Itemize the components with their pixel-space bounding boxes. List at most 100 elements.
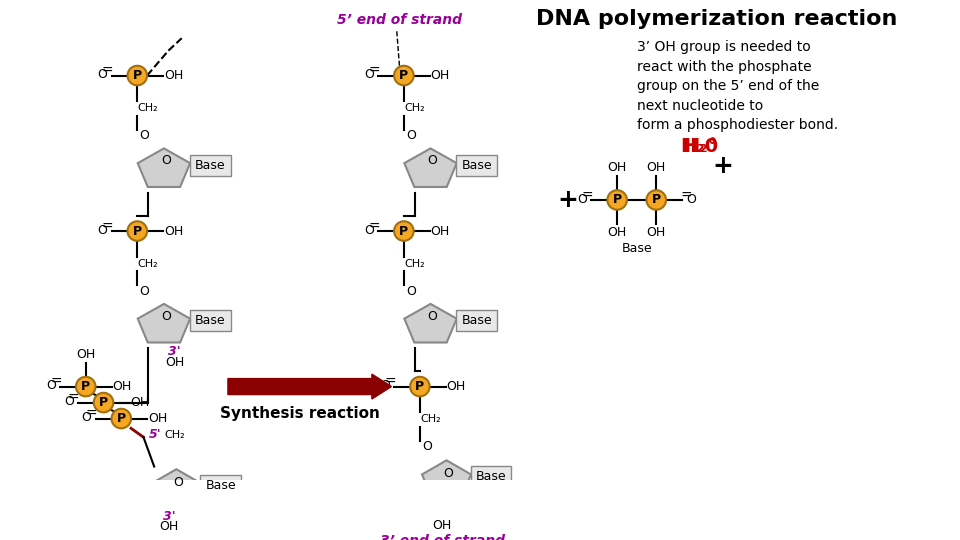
Text: CH₂: CH₂ — [137, 259, 158, 269]
Text: O: O — [139, 285, 150, 298]
Text: CH₂: CH₂ — [404, 259, 425, 269]
Text: OH: OH — [112, 380, 132, 393]
Text: =: = — [384, 375, 396, 389]
Text: DNA polymerization reaction: DNA polymerization reaction — [536, 9, 898, 29]
Text: O: O — [427, 154, 437, 167]
Text: 5’ end of strand: 5’ end of strand — [337, 12, 462, 26]
Text: form a phosphodiester bond.: form a phosphodiester bond. — [636, 118, 838, 132]
Text: OH: OH — [432, 519, 452, 532]
Text: Base: Base — [475, 470, 506, 483]
Text: OH: OH — [148, 412, 167, 425]
Text: =: = — [681, 188, 692, 202]
Circle shape — [395, 66, 414, 85]
Text: =: = — [369, 220, 380, 234]
Text: O: O — [64, 395, 74, 408]
Text: OH: OH — [446, 380, 466, 393]
Circle shape — [646, 190, 666, 210]
Text: CH₂: CH₂ — [404, 104, 425, 113]
Text: O: O — [444, 467, 453, 480]
Text: 5': 5' — [149, 428, 161, 441]
Text: P: P — [399, 225, 408, 238]
FancyBboxPatch shape — [456, 154, 497, 176]
Text: OH: OH — [608, 160, 627, 173]
Text: OH: OH — [608, 226, 627, 239]
Circle shape — [608, 190, 627, 210]
Text: group on the 5’ end of the: group on the 5’ end of the — [636, 79, 819, 93]
Text: OH: OH — [431, 225, 450, 238]
Circle shape — [111, 409, 132, 428]
Text: Base: Base — [195, 314, 226, 327]
Text: 3’ end of strand: 3’ end of strand — [379, 534, 505, 540]
FancyBboxPatch shape — [470, 465, 512, 487]
Text: H₂0: H₂0 — [680, 137, 718, 156]
Polygon shape — [137, 148, 190, 187]
FancyArrow shape — [228, 374, 392, 399]
Circle shape — [128, 66, 147, 85]
Text: O: O — [160, 154, 171, 167]
Text: OH: OH — [164, 225, 183, 238]
Text: =: = — [582, 188, 593, 202]
Text: =: = — [102, 220, 113, 234]
Text: 3': 3' — [163, 510, 176, 523]
Text: CH₂: CH₂ — [165, 429, 185, 440]
Circle shape — [410, 377, 430, 396]
Circle shape — [128, 221, 147, 241]
Text: O: O — [578, 193, 588, 206]
Text: OH: OH — [76, 348, 95, 361]
Text: =: = — [102, 64, 113, 78]
Text: O: O — [98, 68, 108, 81]
Text: O: O — [364, 224, 374, 237]
Text: H₂°: H₂° — [684, 137, 718, 156]
Text: OH: OH — [131, 396, 150, 409]
Text: O: O — [364, 68, 374, 81]
Text: O: O — [82, 411, 91, 424]
Text: O: O — [160, 310, 171, 323]
Text: =: = — [369, 64, 380, 78]
Text: O: O — [686, 193, 696, 206]
Text: P: P — [117, 412, 126, 425]
Text: next nucleotide to: next nucleotide to — [636, 99, 763, 113]
Text: O: O — [406, 285, 416, 298]
Text: =: = — [68, 391, 80, 405]
Polygon shape — [404, 304, 457, 342]
Polygon shape — [404, 148, 457, 187]
Circle shape — [94, 393, 113, 413]
Text: 3': 3' — [168, 346, 180, 359]
Text: Synthesis reaction: Synthesis reaction — [220, 406, 380, 421]
Text: OH: OH — [159, 521, 179, 534]
Text: P: P — [82, 380, 90, 393]
Text: OH: OH — [647, 160, 666, 173]
FancyBboxPatch shape — [201, 475, 241, 496]
Circle shape — [76, 377, 95, 396]
Text: P: P — [416, 380, 424, 393]
Text: O: O — [422, 441, 432, 454]
Circle shape — [395, 221, 414, 241]
Text: O: O — [139, 130, 150, 143]
Text: P: P — [612, 193, 622, 206]
Text: P: P — [399, 69, 408, 82]
Text: CH₂: CH₂ — [137, 104, 158, 113]
Text: +: + — [558, 188, 579, 212]
Text: Base: Base — [621, 242, 652, 255]
Text: O: O — [380, 379, 390, 392]
FancyBboxPatch shape — [456, 310, 497, 332]
Polygon shape — [422, 460, 471, 497]
Text: O: O — [427, 310, 437, 323]
Text: P: P — [99, 396, 108, 409]
Text: P: P — [132, 69, 142, 82]
Text: CH₂: CH₂ — [420, 414, 441, 424]
Text: Base: Base — [462, 159, 492, 172]
Text: OH: OH — [431, 69, 450, 82]
Text: Base: Base — [205, 478, 236, 492]
Text: Base: Base — [195, 159, 226, 172]
FancyBboxPatch shape — [190, 154, 230, 176]
Text: =: = — [50, 375, 61, 389]
Text: =: = — [85, 407, 97, 421]
Text: OH: OH — [164, 69, 183, 82]
Polygon shape — [152, 469, 201, 506]
FancyBboxPatch shape — [190, 310, 230, 332]
Text: O: O — [46, 379, 56, 392]
Polygon shape — [137, 304, 190, 342]
Text: P: P — [132, 225, 142, 238]
Text: +: + — [712, 154, 733, 178]
